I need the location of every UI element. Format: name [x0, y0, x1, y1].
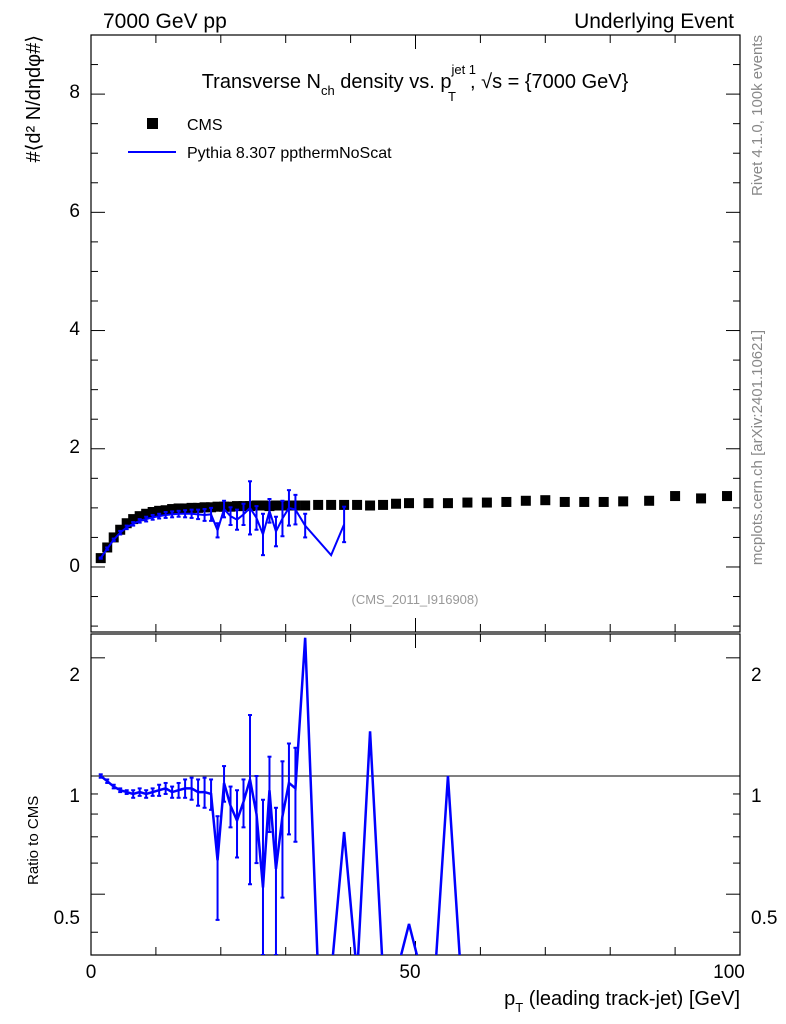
cms-point: [212, 501, 223, 512]
ratio-y-axis-label: Ratio to CMS: [25, 796, 42, 885]
cms-point: [326, 499, 337, 510]
cms-point: [365, 500, 376, 511]
mcplots-label: mcplots.cern.ch [arXiv:2401.10621]: [749, 330, 766, 565]
y-tick-label: 2: [69, 437, 80, 458]
cms-point: [121, 518, 132, 529]
y-tick-labels: 0 2 4 6 8: [69, 82, 80, 577]
cms-point: [644, 495, 655, 506]
ratio-tick-labels-right: 0.5 1 2: [751, 665, 777, 929]
y-tick-label: 4: [69, 319, 80, 340]
cms-point: [618, 496, 629, 507]
pythia-line: [99, 506, 346, 559]
pythia-ratio-line: [99, 637, 461, 955]
ratio-tick-label: 0.5: [54, 908, 80, 929]
pythia-ratio-series: [98, 637, 461, 955]
cms-point: [339, 499, 350, 510]
ratio-tick-labels-left: 0.5 1 2: [54, 665, 80, 929]
cms-point: [193, 502, 204, 513]
cms-point: [391, 498, 402, 509]
x-tick-labels: 0 50 100: [86, 962, 745, 983]
rivet-label: Rivet 4.1.0, 100k events: [749, 35, 766, 196]
cms-point: [579, 496, 590, 507]
cms-point: [313, 499, 324, 510]
cms-point: [696, 493, 707, 504]
cms-point: [257, 500, 268, 511]
cms-point: [722, 491, 733, 502]
cms-point: [559, 496, 570, 507]
cms-point: [141, 508, 152, 519]
cms-point: [134, 511, 145, 522]
cms-point: [199, 502, 210, 513]
axis-ticks: [90, 34, 741, 955]
cms-point: [180, 503, 191, 514]
cms-point: [352, 499, 363, 510]
y-tick-label: 8: [69, 82, 80, 103]
pythia-series: [98, 480, 347, 560]
cms-point: [232, 501, 243, 512]
cms-point: [147, 507, 158, 518]
cms-point: [462, 497, 473, 508]
ratio-panel-frame: [90, 633, 741, 956]
cms-point: [423, 498, 434, 509]
legend-cms-label: CMS: [187, 117, 223, 134]
cms-series: [95, 491, 733, 564]
ratio-tick-label-right: 2: [751, 665, 762, 686]
cms-point: [520, 495, 531, 506]
x-tick-label: 100: [713, 962, 745, 983]
cms-point: [173, 503, 184, 514]
cms-point: [128, 514, 139, 525]
y-axis-label: #⟨d² N/dηdφ#⟩: [23, 35, 45, 163]
cms-point: [186, 502, 197, 513]
cms-point: [154, 505, 165, 516]
header-right: Underlying Event: [574, 10, 734, 33]
ratio-tick-label-right: 0.5: [751, 908, 777, 929]
cms-point: [167, 504, 178, 515]
cms-point: [378, 499, 389, 510]
legend-pythia-label: Pythia 8.307 ppthermNoScat: [187, 145, 392, 162]
header-left: 7000 GeV pp: [103, 10, 227, 33]
cms-point: [108, 532, 119, 543]
cms-point: [270, 500, 281, 511]
y-tick-label: 6: [69, 201, 80, 222]
ratio-clipped: [98, 637, 461, 955]
cms-point: [300, 500, 311, 511]
ratio-tick-label: 2: [69, 665, 80, 686]
cms-point: [481, 497, 492, 508]
legend-cms-marker: [147, 118, 158, 129]
analysis-label: (CMS_2011_I916908): [352, 592, 479, 607]
cms-point: [501, 496, 512, 507]
cms-point: [160, 505, 171, 516]
ratio-tick-label: 1: [69, 786, 80, 807]
cms-point: [404, 498, 415, 509]
x-tick-label: 0: [86, 962, 97, 983]
x-tick-label: 50: [399, 962, 420, 983]
cms-point: [115, 524, 126, 535]
ratio-tick-label-right: 1: [751, 786, 762, 807]
chart-title: Transverse Nch density vs. pjet 1 T, √s =…: [202, 62, 629, 104]
x-axis-label: pT (leading track-jet) [GeV]: [504, 988, 740, 1015]
cms-point: [670, 491, 681, 502]
y-tick-label: 0: [69, 556, 80, 577]
cms-point: [598, 496, 609, 507]
cms-point: [540, 495, 551, 506]
cms-point: [442, 498, 453, 509]
